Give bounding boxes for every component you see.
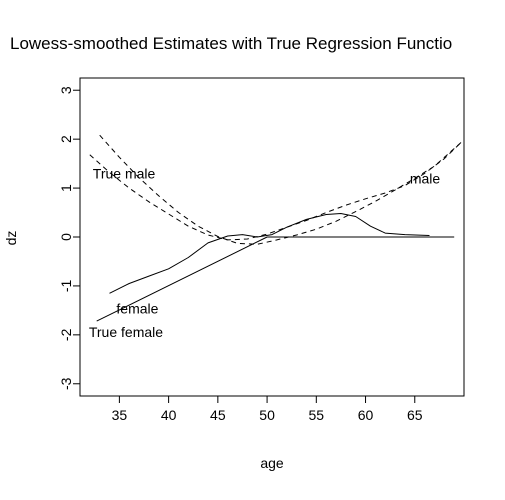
x-tick-label: 45 <box>210 407 226 423</box>
annotation-label: male <box>410 170 441 186</box>
series-layer <box>89 134 463 322</box>
y-axis: -3 -2 -1 0 1 2 3 <box>58 86 80 390</box>
annotation-layer: True male male female True female <box>89 165 441 340</box>
y-tick-label: 3 <box>58 86 74 94</box>
x-tick-label: 50 <box>259 407 275 423</box>
y-axis-label: dz <box>3 231 19 246</box>
y-tick-label: 0 <box>58 233 74 241</box>
series-line-0 <box>96 236 455 322</box>
y-tick-label: -2 <box>58 328 74 341</box>
y-tick-label: -1 <box>58 279 74 292</box>
y-tick-label: 2 <box>58 135 74 143</box>
x-tick-label: 65 <box>407 407 423 423</box>
series-line-3 <box>99 134 463 245</box>
x-tick-label: 55 <box>309 407 325 423</box>
y-tick-label: -3 <box>58 377 74 390</box>
x-tick-label: 35 <box>112 407 128 423</box>
x-axis: 35 40 45 50 55 60 65 <box>112 396 423 423</box>
x-tick-label: 60 <box>358 407 374 423</box>
series-line-1 <box>109 213 430 294</box>
series-line-2 <box>89 141 463 241</box>
annotation-label: True female <box>89 324 163 340</box>
y-tick-label: 1 <box>58 184 74 192</box>
annotation-label: female <box>116 300 158 316</box>
annotation-label: True male <box>93 165 156 181</box>
x-axis-label: age <box>260 455 284 471</box>
x-tick-label: 40 <box>161 407 177 423</box>
chart-title: Lowess-smoothed Estimates with True Regr… <box>10 34 452 53</box>
